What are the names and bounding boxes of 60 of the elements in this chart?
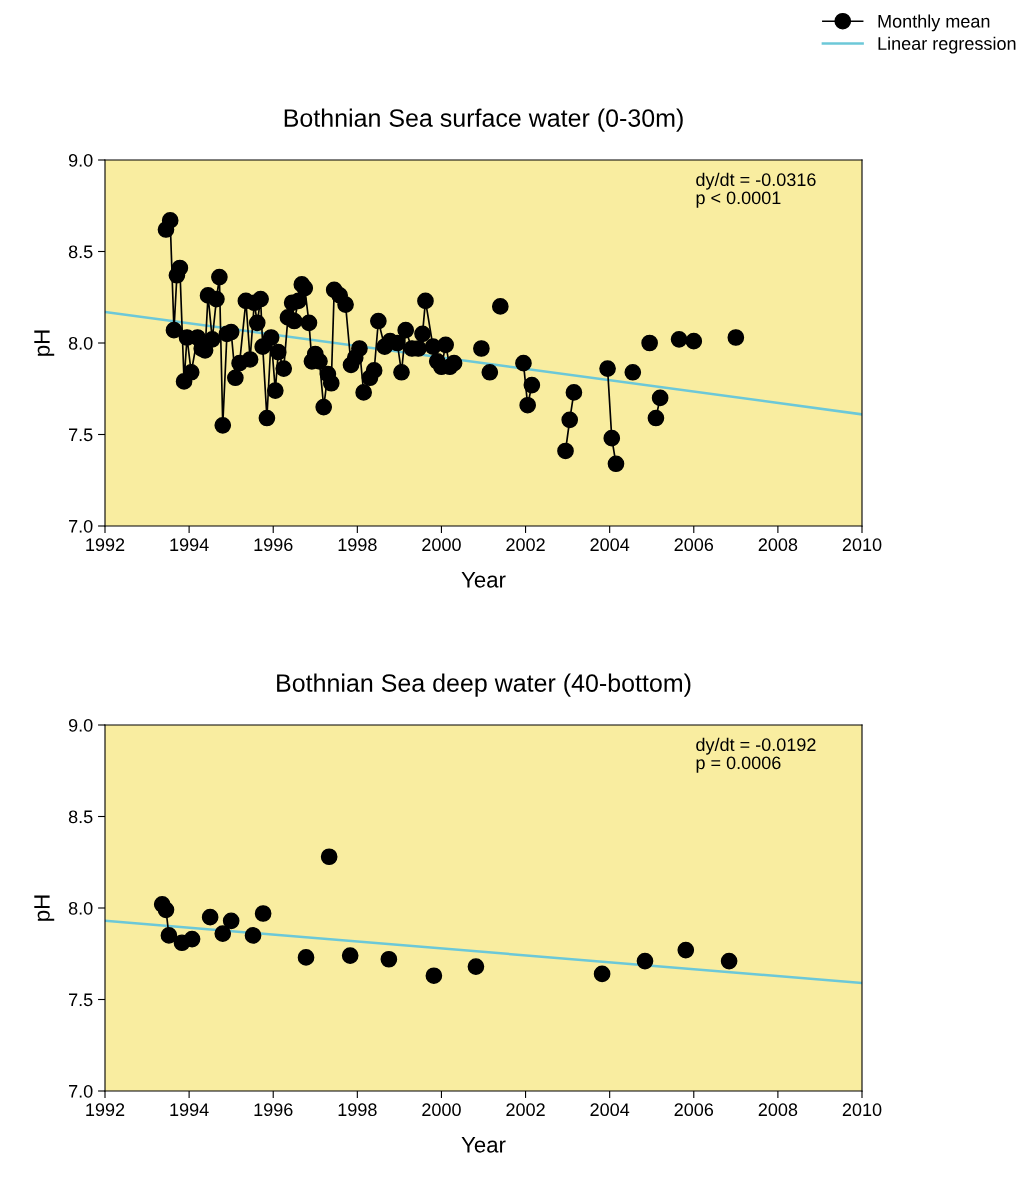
x-tick-label: 2006	[674, 538, 714, 552]
annotation: dy/dt = -0.0192	[696, 737, 816, 755]
x-tick-label: 1996	[254, 538, 293, 552]
y-tick-label: 7.5	[69, 428, 93, 442]
annotation: dy/dt = -0.0316	[696, 172, 816, 190]
point	[157, 901, 175, 919]
annotation: p = 0.0006	[696, 756, 781, 773]
x-tick-label: 1994	[170, 1103, 209, 1117]
x-tick-label: 1998	[338, 538, 377, 552]
legend-label: Linear regression	[878, 36, 1016, 54]
y-tick-label: 9.0	[68, 153, 93, 167]
x-tick-label: 1998	[338, 1103, 377, 1117]
point	[425, 967, 443, 985]
y-tick-label: 7.0	[69, 1084, 93, 1098]
y-tick-label: 8.0	[68, 336, 93, 350]
x-tick-label: 1992	[86, 1103, 125, 1117]
x-tick-label: 2000	[422, 1103, 461, 1117]
point	[341, 947, 359, 964]
point	[677, 941, 695, 959]
x-tick-label: 2002	[506, 538, 545, 552]
x-tick-label: 1994	[170, 538, 209, 552]
x-tick-label: 2000	[422, 538, 461, 552]
point	[320, 848, 338, 866]
x-tick-label: 1992	[86, 538, 125, 552]
point	[222, 912, 240, 930]
point	[380, 950, 398, 968]
y-tick-label: 9.0	[68, 718, 93, 732]
x-tick-label: 2008	[758, 1103, 798, 1117]
x-axis-title: Year	[461, 1137, 506, 1153]
x-tick-label: 2002	[506, 1103, 545, 1117]
annotation: p < 0.0001	[696, 191, 781, 208]
chart-title: Bothnian Sea deep water (40-bottom)	[277, 673, 691, 697]
x-tick-label: 2010	[842, 1103, 882, 1117]
point	[593, 965, 611, 983]
point	[183, 930, 201, 948]
x-tick-label: 2004	[590, 1103, 630, 1117]
point	[720, 952, 738, 970]
x-tick-label: 2008	[758, 538, 798, 552]
y-axis-title: pH	[34, 895, 55, 921]
x-tick-label: 2004	[590, 538, 630, 552]
y-tick-label: 8.5	[68, 245, 93, 259]
point	[160, 927, 178, 944]
legend-label: Monthly mean	[878, 14, 990, 32]
chart-title: Bothnian Sea surface water (0-30m)	[284, 108, 683, 132]
point	[244, 927, 262, 944]
point	[467, 958, 485, 975]
y-axis-title: pH	[34, 330, 55, 356]
point	[214, 925, 232, 942]
y-tick-label: 8.0	[68, 901, 93, 915]
y-tick-label: 8.5	[68, 810, 93, 824]
point	[201, 908, 219, 926]
point	[297, 949, 315, 966]
y-tick-label: 7.0	[69, 519, 93, 533]
x-tick-label: 2006	[674, 1103, 714, 1117]
point	[254, 905, 272, 922]
x-tick-label: 2010	[842, 538, 882, 552]
x-tick-label: 1996	[254, 1103, 293, 1117]
point	[636, 952, 654, 970]
x-axis-title: Year	[461, 572, 506, 588]
y-tick-label: 7.5	[69, 993, 93, 1007]
